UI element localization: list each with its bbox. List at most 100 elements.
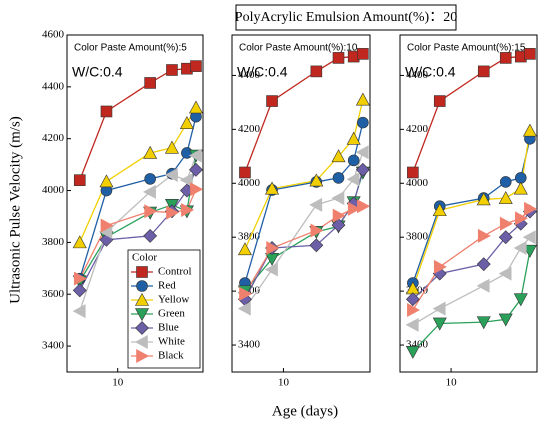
marker [432,317,447,331]
x-tick-label: 10 [446,377,458,389]
marker [346,131,361,145]
marker [237,301,251,316]
marker [355,162,370,177]
marker [433,259,447,274]
y-tick-label: 4600 [42,29,65,41]
series-line [244,152,364,310]
header-box [235,4,457,31]
marker [524,48,536,60]
marker [357,199,370,214]
y-tick-label: 3600 [42,288,65,300]
legend-label: White [158,336,185,348]
marker [513,240,527,255]
marker [136,266,148,278]
legend-title: Color [132,252,157,264]
series-line [244,122,364,284]
legend-label: Control [158,266,192,278]
marker [134,308,150,322]
plot-frame [66,34,204,373]
marker [99,174,114,188]
marker [142,184,156,199]
y-axis-label: Ultrasonic Pulse Velocity (m/s) [7,116,23,304]
marker [513,181,528,195]
marker [134,292,150,306]
marker [514,211,528,226]
marker [498,266,512,281]
marker [143,228,158,243]
marker [432,203,447,217]
legend-label: Yellow [158,294,189,306]
marker [499,216,513,231]
panel-annotation: W/C:0.4 [237,64,288,80]
marker [357,116,369,129]
series-line [412,208,531,311]
marker [181,202,195,217]
y-tick-label: 3800 [42,236,65,248]
series-line [244,99,364,250]
marker [144,173,156,185]
marker [135,321,149,335]
x-tick-label: 10 [112,377,124,389]
marker [72,283,87,298]
y-tick-label: 4000 [42,184,65,196]
marker [405,345,420,359]
marker [499,176,512,188]
chart-title: PolyAcrylic Emulsion Amount(%)：20 [235,10,457,25]
marker [407,302,420,317]
marker [189,162,203,177]
marker [347,201,361,216]
marker [355,145,369,160]
marker [357,48,369,60]
marker [310,223,324,238]
marker [144,77,156,89]
marker [188,148,202,163]
marker [73,271,87,286]
y-tick-label: 4400 [406,69,429,81]
legend-label: Red [158,280,176,292]
marker [73,174,86,186]
marker [134,334,148,350]
marker [265,181,280,195]
marker [522,123,537,137]
marker [266,95,278,107]
marker [144,204,158,219]
plot-frame [231,34,371,373]
marker [433,95,446,107]
marker [100,218,114,233]
series-line [244,205,364,295]
marker [309,238,324,253]
marker [331,149,346,163]
marker [237,242,252,256]
marker [332,172,345,184]
marker [309,197,323,212]
y-tick-label: 4400 [42,80,65,92]
series-line [412,138,531,284]
marker [72,304,86,319]
marker [522,244,537,258]
marker [498,190,513,204]
plot-frame [399,34,538,373]
marker [477,65,490,78]
marker [188,100,203,114]
marker [166,64,178,76]
marker [72,235,87,249]
x-axis-label: Age (days) [272,403,338,419]
y-tick-label: 3400 [42,340,65,352]
marker [190,182,204,197]
panel-annotation: W/C:0.4 [405,64,456,80]
marker [498,313,513,327]
x-tick-label: 10 [278,377,290,389]
marker [513,293,528,307]
marker [136,348,150,364]
series-line [412,130,531,289]
marker [266,240,280,255]
marker [310,65,323,78]
panel-annotation: Color Paste Amount(%):10 [239,43,358,54]
marker [239,286,253,301]
marker [309,173,324,187]
marker [190,60,202,72]
marker [331,191,345,206]
series-line [412,250,531,353]
marker [524,201,538,216]
